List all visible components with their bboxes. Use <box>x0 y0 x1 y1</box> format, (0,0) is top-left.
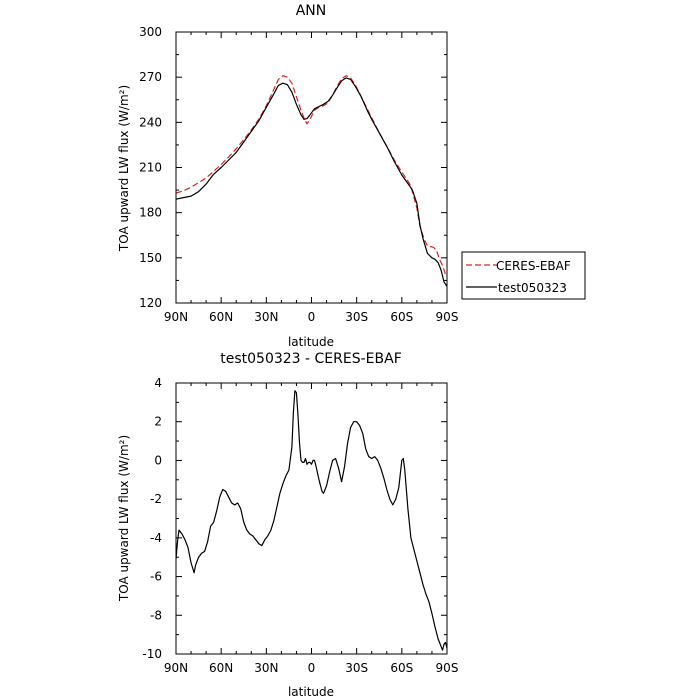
bottom-panel-x-axis-title: latitude <box>288 685 334 699</box>
top-panel-y-tick-label: 150 <box>139 251 162 265</box>
top-panel: ANN 90N 60N 30N 0 30S 60S 90S 120 150 180 210 240 27… <box>117 3 586 349</box>
top-panel-y-tick-label: 300 <box>139 25 162 39</box>
top-panel-x-tick-label: 30N <box>254 310 278 324</box>
top-panel-x-tick-label: 60N <box>209 310 233 324</box>
top-panel-y-tick-label: 210 <box>139 161 162 175</box>
top-panel-x-axis-title: latitude <box>288 335 334 349</box>
top-panel-ticks: 90N 60N 30N 0 30S 60S 90S 120 150 180 210 240 270 300 <box>139 25 458 324</box>
legend: CERES-EBAF test050323 <box>461 251 586 300</box>
bottom-panel-y-tick-label: 4 <box>154 376 162 390</box>
top-panel-y-tick-label: 270 <box>139 70 162 84</box>
bottom-panel-series-line-0 <box>175 390 448 651</box>
bottom-panel-ticks: 90N 60N 30N 0 30S 60S 90S -10 -8 -6 -4 -2 0 2 4 <box>142 376 458 675</box>
top-panel-title: ANN <box>296 3 327 19</box>
top-panel-y-tick-label: 180 <box>139 206 162 220</box>
top-panel-x-tick-label: 90N <box>164 310 188 324</box>
bottom-panel-y-tick-label: -4 <box>150 531 162 545</box>
top-panel-series-test050323 <box>175 77 448 287</box>
top-panel-x-tick-label: 90S <box>436 310 459 324</box>
legend-label-ceres-ebaf: CERES-EBAF <box>496 259 571 273</box>
bottom-panel: test050323 - CERES-EBAF 90N 60N 30N 0 30S 60S… <box>117 351 458 699</box>
bottom-panel-y-axis-title: TOA upward LW flux (W/m²) <box>117 435 131 602</box>
bottom-panel-x-tick-label: 30N <box>254 661 278 675</box>
top-panel-x-tick-label: 0 <box>308 310 316 324</box>
top-panel-x-tick-label: 30S <box>345 310 368 324</box>
top-panel-series-layer <box>175 75 448 287</box>
top-panel-y-tick-label: 120 <box>139 296 162 310</box>
bottom-panel-y-tick-label: -2 <box>150 492 162 506</box>
bottom-panel-y-tick-label: 0 <box>154 453 162 467</box>
bottom-panel-title: test050323 - CERES-EBAF <box>220 351 402 367</box>
bottom-panel-x-tick-label: 90S <box>436 661 459 675</box>
bottom-panel-x-tick-label: 0 <box>308 661 316 675</box>
top-panel-x-tick-label: 60S <box>390 310 413 324</box>
bottom-panel-series-layer <box>175 390 448 651</box>
bottom-panel-frame <box>175 382 448 655</box>
legend-box <box>461 251 586 300</box>
top-panel-series-ceres-ebaf <box>175 75 447 275</box>
bottom-panel-y-tick-label: -6 <box>150 570 162 584</box>
bottom-panel-x-tick-label: 30S <box>345 661 368 675</box>
top-panel-y-tick-label: 240 <box>139 115 162 129</box>
bottom-panel-y-tick-label: 2 <box>154 415 162 429</box>
bottom-panel-y-tick-label: -8 <box>150 608 162 622</box>
legend-label-test050323: test050323 <box>498 281 567 295</box>
bottom-panel-x-tick-label: 60N <box>209 661 233 675</box>
bottom-panel-x-tick-label: 90N <box>164 661 188 675</box>
bottom-panel-x-tick-label: 60S <box>390 661 413 675</box>
top-panel-y-axis-title: TOA upward LW flux (W/m²) <box>117 85 131 252</box>
top-panel-frame <box>175 31 448 304</box>
bottom-panel-y-tick-label: -10 <box>142 647 162 661</box>
